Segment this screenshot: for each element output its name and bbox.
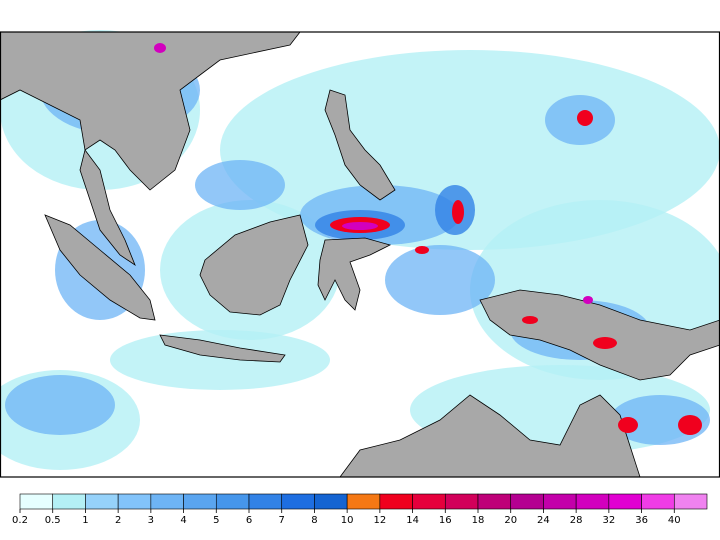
- colorbar-swatch: [85, 493, 119, 510]
- colorbar-label: 24: [537, 515, 550, 526]
- colorbar-swatch: [510, 493, 544, 510]
- colorbar: 0.2 0.5 1 2 3 4 5 6 7 8 10 12 14 16 18 20 24 28 32 36 40: [12, 493, 708, 526]
- colorbar-label: 32: [602, 515, 615, 526]
- precipitation-map: [0, 30, 720, 478]
- colorbar-swatch: [346, 493, 381, 510]
- colorbar-swatch: [641, 493, 675, 510]
- colorbar-swatch: [673, 493, 708, 510]
- colorbar-swatch: [215, 493, 250, 510]
- colorbar-label: 2: [115, 515, 121, 526]
- colorbar-label: 18: [472, 515, 485, 526]
- colorbar-label: 6: [246, 515, 252, 526]
- colorbar-label: 0.5: [45, 515, 61, 526]
- colorbar-swatch: [412, 493, 446, 510]
- colorbar-label: 36: [635, 515, 648, 526]
- colorbar-swatch: [117, 493, 152, 510]
- colorbar-label: 28: [570, 515, 583, 526]
- colorbar-swatch: [52, 493, 86, 510]
- land: [0, 31, 720, 478]
- colorbar-label: 16: [439, 515, 452, 526]
- colorbar-swatch: [248, 493, 283, 510]
- colorbar-label: 1: [82, 515, 88, 526]
- colorbar-swatch: [575, 493, 610, 510]
- colorbar-swatch: [477, 493, 512, 510]
- colorbar-label: 8: [311, 515, 317, 526]
- colorbar-label: 5: [213, 515, 219, 526]
- colorbar-swatch: [608, 493, 642, 510]
- colorbar-swatch: [444, 493, 479, 510]
- colorbar-swatch: [314, 493, 348, 510]
- colorbar-label: 3: [148, 515, 154, 526]
- colorbar-swatch: [150, 493, 184, 510]
- colorbar-swatch: [379, 493, 413, 510]
- colorbar-label: 0.2: [12, 515, 28, 526]
- colorbar-swatch: [183, 493, 217, 510]
- colorbar-label: 40: [668, 515, 681, 526]
- colorbar-swatch: [281, 493, 315, 510]
- colorbar-swatch: [19, 493, 54, 510]
- colorbar-label: 12: [373, 515, 386, 526]
- colorbar-swatch: [543, 493, 577, 510]
- colorbar-label: 4: [180, 515, 186, 526]
- colorbar-label: 14: [406, 515, 419, 526]
- rain-heavy: [154, 43, 702, 435]
- colorbar-label: 10: [341, 515, 354, 526]
- colorbar-label: 7: [279, 515, 285, 526]
- colorbar-label: 20: [504, 515, 517, 526]
